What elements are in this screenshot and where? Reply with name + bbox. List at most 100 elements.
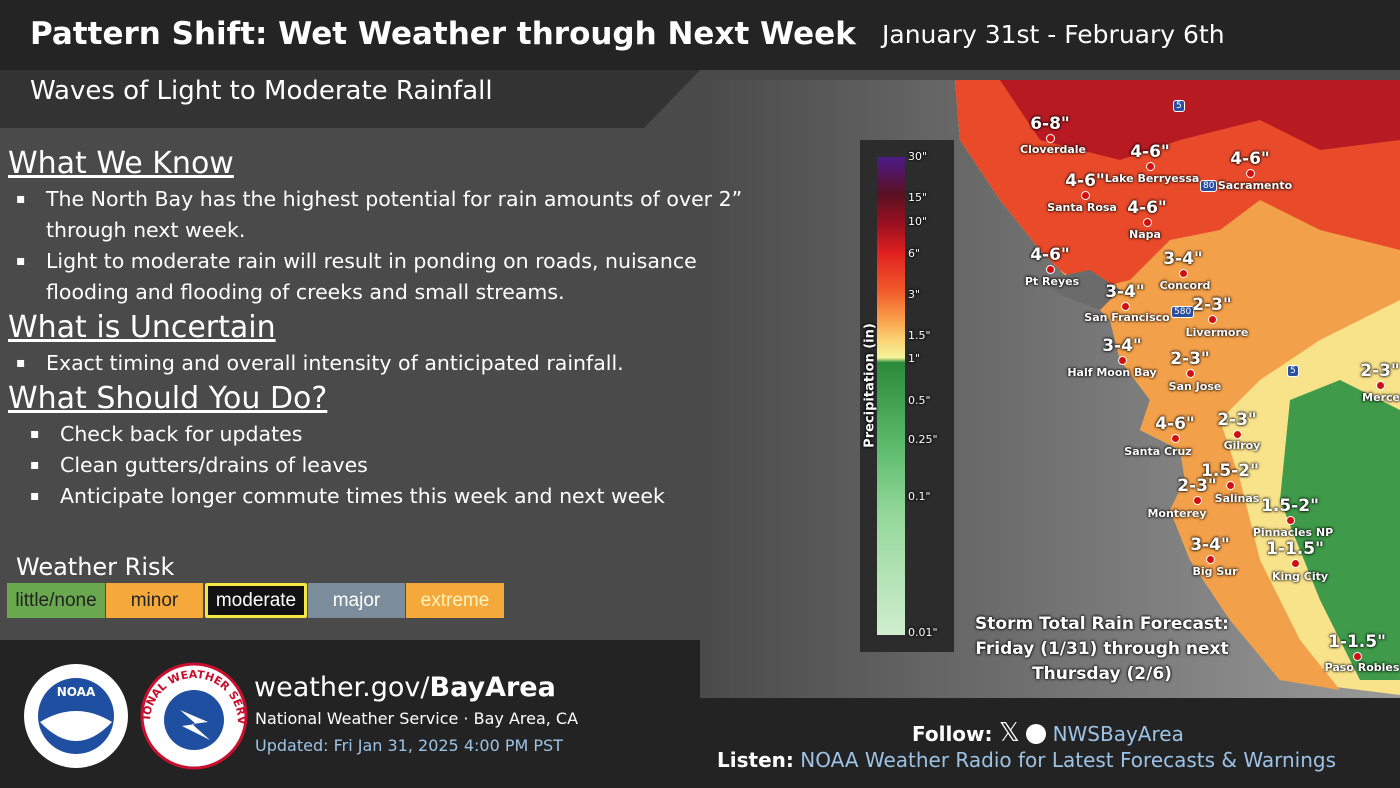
legend-tick: 0.1" — [908, 490, 931, 503]
city-dot — [1206, 555, 1215, 564]
rain-amount: 4-6" — [1155, 414, 1195, 434]
city-name: King City — [1271, 570, 1329, 583]
title-bar — [0, 0, 1400, 70]
city-dot — [1046, 134, 1055, 143]
city-dot — [1286, 516, 1295, 525]
bullet-list: Exact timing and overall intensity of an… — [8, 348, 748, 379]
section: What is UncertainExact timing and overal… — [8, 310, 748, 379]
city-name: Salinas — [1214, 492, 1260, 505]
x-icon: 𝕏 — [998, 718, 1020, 748]
city-name: San Francisco — [1084, 311, 1170, 324]
key-messages: What We KnowThe North Bay has the highes… — [8, 146, 748, 514]
bullet: Clean gutters/drains of leaves — [30, 450, 748, 481]
map-caption: Thursday (2/6) — [1032, 664, 1172, 684]
city-name: Cloverdale — [1020, 143, 1086, 156]
risk-level: moderate — [205, 583, 307, 618]
city-dot — [1186, 369, 1195, 378]
website-bold: BayArea — [429, 672, 556, 703]
website-prefix: weather.gov/ — [254, 672, 430, 703]
city-name: Santa Rosa — [1047, 201, 1117, 214]
rain-amount: 1-1.5" — [1328, 632, 1386, 652]
map — [700, 80, 1400, 700]
city-name: Pt Reyes — [1024, 275, 1080, 288]
city-name: Lake Berryessa — [1104, 172, 1200, 185]
city-dot — [1121, 302, 1130, 311]
subtitle-bar — [0, 70, 700, 128]
highway-shield: 80 — [1200, 180, 1218, 192]
bullet: Light to moderate rain will result in po… — [16, 246, 748, 308]
legend-tick: 6" — [908, 247, 921, 260]
rain-amount: 3-4" — [1102, 336, 1142, 356]
city-dot — [1246, 169, 1255, 178]
city-name: Pinnacles NP — [1252, 526, 1334, 539]
date-range: January 31st - February 6th — [882, 20, 1225, 49]
city-dot — [1193, 496, 1202, 505]
bullet: The North Bay has the highest potential … — [16, 184, 748, 246]
title: Pattern Shift: Wet Weather through Next … — [30, 16, 856, 52]
rain-amount: 3-4" — [1163, 249, 1203, 269]
city-dot — [1179, 269, 1188, 278]
legend-tick: 0.25" — [908, 433, 938, 446]
rain-amount: 2-3" — [1170, 349, 1210, 369]
rain-amount: 3-4" — [1105, 282, 1145, 302]
rain-amount: 3-4" — [1190, 535, 1230, 555]
land-green — [1280, 380, 1400, 680]
city-name: San Jose — [1168, 380, 1222, 393]
city-name: Concord — [1159, 279, 1211, 292]
listen-text: NOAA Weather Radio for Latest Forecasts … — [800, 748, 1337, 772]
risk-level: little/none — [7, 583, 105, 618]
risk-title: Weather Risk — [16, 553, 175, 581]
facebook-icon — [1026, 724, 1047, 744]
city-dot — [1171, 434, 1180, 443]
rain-amount: 4-6" — [1127, 198, 1167, 218]
rain-amount: 2-3" — [1360, 361, 1400, 381]
office: National Weather Service · Bay Area, CA — [255, 709, 579, 728]
map-label-layer: 6-8" Cloverdale 4-6" Lake Berryessa 4-6" Sacr… — [1020, 114, 1400, 674]
section: What Should You Do?Check back for update… — [8, 381, 748, 512]
city-dot — [1143, 218, 1152, 227]
rain-amount: 1.5-2" — [1201, 461, 1259, 481]
handle: NWSBayArea — [1052, 722, 1184, 746]
city-name: Sacramento — [1217, 179, 1293, 192]
rain-amount: 2-3" — [1217, 410, 1257, 430]
city-dot — [1233, 430, 1242, 439]
logos: NOAA NATIONAL WEATHER SERVICE — [22, 660, 248, 770]
city-name: Half Moon Bay — [1067, 366, 1157, 379]
follow: Follow: 𝕏 NWSBayArea — [912, 718, 1184, 748]
legend-tick: 1" — [908, 352, 921, 365]
highway-shield: 5 — [1173, 100, 1185, 112]
city-dot — [1146, 162, 1155, 171]
map-caption: Friday (1/31) through next — [975, 639, 1229, 659]
risk-level: extreme — [406, 583, 504, 618]
city-dot — [1353, 652, 1362, 661]
city-dot — [1118, 356, 1127, 365]
legend-tick: 10" — [908, 215, 928, 228]
city-dot — [1081, 191, 1090, 200]
noaa-bird — [40, 711, 112, 741]
city-name: Gilroy — [1223, 439, 1261, 452]
noaa-text: NOAA — [57, 685, 96, 699]
rain-amount: 1.5-2" — [1261, 496, 1319, 516]
risk-level: major — [308, 583, 405, 618]
section-heading: What We Know — [8, 146, 234, 181]
risk-level: minor — [106, 583, 203, 618]
bay — [1040, 270, 1120, 310]
legend-tick: 0.5" — [908, 394, 931, 407]
bullet-list: The North Bay has the highest potential … — [8, 184, 748, 308]
rain-amount: 4-6" — [1130, 142, 1170, 162]
bullet: Check back for updates — [30, 419, 748, 450]
subtitle: Waves of Light to Moderate Rainfall — [30, 76, 493, 106]
bullet: Exact timing and overall intensity of an… — [16, 348, 748, 379]
section-heading: What Should You Do? — [8, 381, 328, 416]
land-darkred — [1000, 80, 1400, 160]
rain-amount: 2-3" — [1192, 295, 1232, 315]
city-dot — [1291, 559, 1300, 568]
legend-tick: 30" — [908, 150, 928, 163]
rain-amount: 4-6" — [1230, 149, 1270, 169]
city-name: Monterey — [1147, 507, 1207, 520]
city-name: Big Sur — [1192, 565, 1238, 578]
city-name: Merced — [1362, 391, 1400, 404]
bullet: Anticipate longer commute times this wee… — [30, 481, 748, 512]
city-dot — [1208, 315, 1217, 324]
legend-tick: 1.5" — [908, 329, 931, 342]
